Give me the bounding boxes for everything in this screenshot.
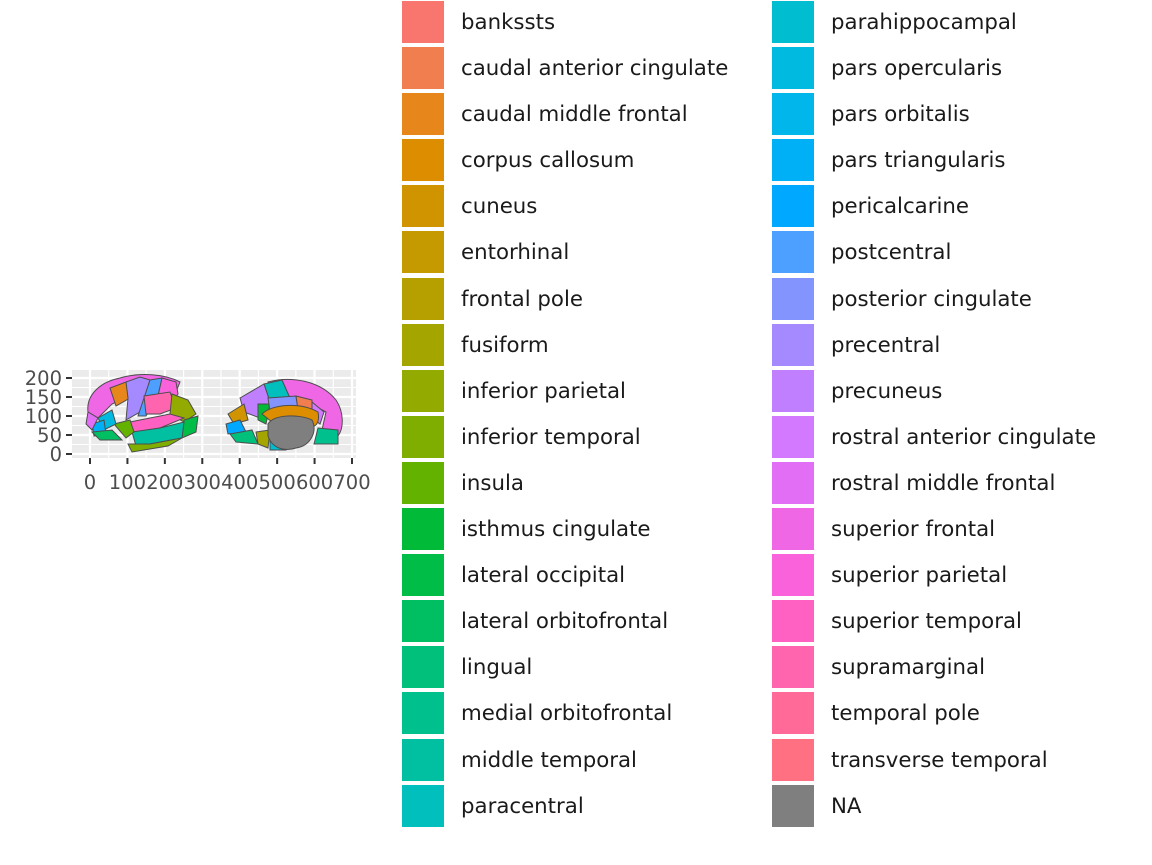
legend-label: rostral anterior cingulate [831,424,1097,450]
legend-label: lingual [461,655,533,681]
legend-key-swatch [771,322,815,367]
legend-key-swatch [771,92,815,137]
legend-key-swatch [401,737,445,782]
legend-key-swatch [401,414,445,459]
region-medial-orbitofrontal [313,427,339,445]
legend-label: temporal pole [831,701,980,727]
legend-label: cuneus [461,194,538,220]
legend-key-swatch [401,184,445,229]
region-supramarginal [143,391,177,415]
legend-key-swatch [401,507,445,552]
region-insula-lateral [113,419,135,439]
legend-label: parahippocampal [831,10,1017,35]
legend-label: precuneus [831,378,943,404]
x-tick-label: 400 [221,471,258,494]
legend-key-swatch [401,322,445,367]
legend-key-swatch [401,553,445,598]
legend-key-swatch [771,46,815,91]
region-lateral-orbitofrontal-lateral [90,429,124,441]
x-tick-label: 300 [184,471,221,494]
legend-label: paracentral [461,793,584,819]
x-tick-label: 500 [259,471,296,494]
legend-label: corpus callosum [461,148,635,174]
legend-key-swatch [771,507,815,552]
legend-label: inferior temporal [461,424,641,450]
y-tick-label: 50 [37,424,62,447]
legend-label: medial orbitofrontal [461,701,673,727]
region-inferior-temporal [127,437,183,453]
legend-key-swatch [401,138,445,183]
y-tick-label: 0 [50,443,62,466]
legend-label: pars orbitalis [831,102,970,128]
legend-label: fusiform [461,332,549,358]
legend-key-swatch [401,460,445,505]
legend-label: inferior parietal [461,378,626,404]
legend-label: lateral occipital [461,563,626,589]
legend-label: pars opercularis [831,56,1003,82]
legend-label: precentral [831,332,941,358]
legend-key-swatch [401,0,445,44]
legend-key-swatch [771,691,815,736]
legend-key-swatch [771,460,815,505]
legend-label: superior parietal [831,563,1008,589]
brain-regions [85,374,343,453]
legend-key-swatch [771,0,815,44]
legend-key-swatch [401,783,445,828]
legend-label: transverse temporal [831,747,1048,773]
legend-label: superior frontal [831,517,996,543]
legend-key-swatch [401,599,445,644]
legend-key-swatch [771,276,815,321]
legend-label: pericalcarine [831,194,970,220]
legend-key-swatch [771,138,815,183]
legend-key-swatch [771,414,815,459]
legend-key-swatch [771,368,815,413]
x-tick-label: 700 [333,471,370,494]
x-tick-label: 200 [146,471,183,494]
legend-label: pars triangularis [831,148,1006,174]
legend-label: caudal middle frontal [461,102,688,128]
legend-label: postcentral [831,240,952,266]
x-tick-label: 0 [84,471,96,494]
legend-key-swatch [771,599,815,644]
legend-label: lateral orbitofrontal [461,609,669,635]
legend-label: middle temporal [461,747,637,773]
legend-key-swatch [771,553,815,598]
legend-label: insula [461,470,524,496]
region-fusiform [255,429,271,449]
legend-key-swatch [401,230,445,275]
legend-label: NA [831,793,862,819]
legend-key-swatch [401,691,445,736]
legend-key-swatch [401,276,445,321]
y-tick-label: 100 [25,405,62,428]
legend-label: supramarginal [831,655,985,681]
legend-key-swatch [401,645,445,690]
legend-key-swatch [771,783,815,828]
legend-key-swatch [401,368,445,413]
legend-key-swatch [401,92,445,137]
legend-key-swatch [401,46,445,91]
medial-view [225,379,343,451]
legend-label: bankssts [461,10,556,35]
region-cuneus [227,403,249,425]
region-rostral-middle-frontal [85,411,99,431]
legend-key-swatch [771,645,815,690]
legend-label: entorhinal [461,240,570,266]
legend-key-swatch [771,737,815,782]
y-tick-label: 200 [25,367,62,390]
legend-label: caudal anterior cingulate [461,56,729,82]
legend-label: superior temporal [831,609,1022,635]
x-tick-label: 600 [296,471,333,494]
legend-key-swatch [771,230,815,275]
y-tick-label: 150 [25,386,62,409]
legend-label: posterior cingulate [831,286,1032,312]
lateral-view [85,374,199,453]
legend-key-swatch [771,184,815,229]
x-tick-label: 100 [109,471,146,494]
legend-label: rostral middle frontal [831,470,1056,496]
region-na-medial-wall [267,415,315,450]
legend-label: isthmus cingulate [461,517,651,543]
legend-label: frontal pole [461,286,583,312]
